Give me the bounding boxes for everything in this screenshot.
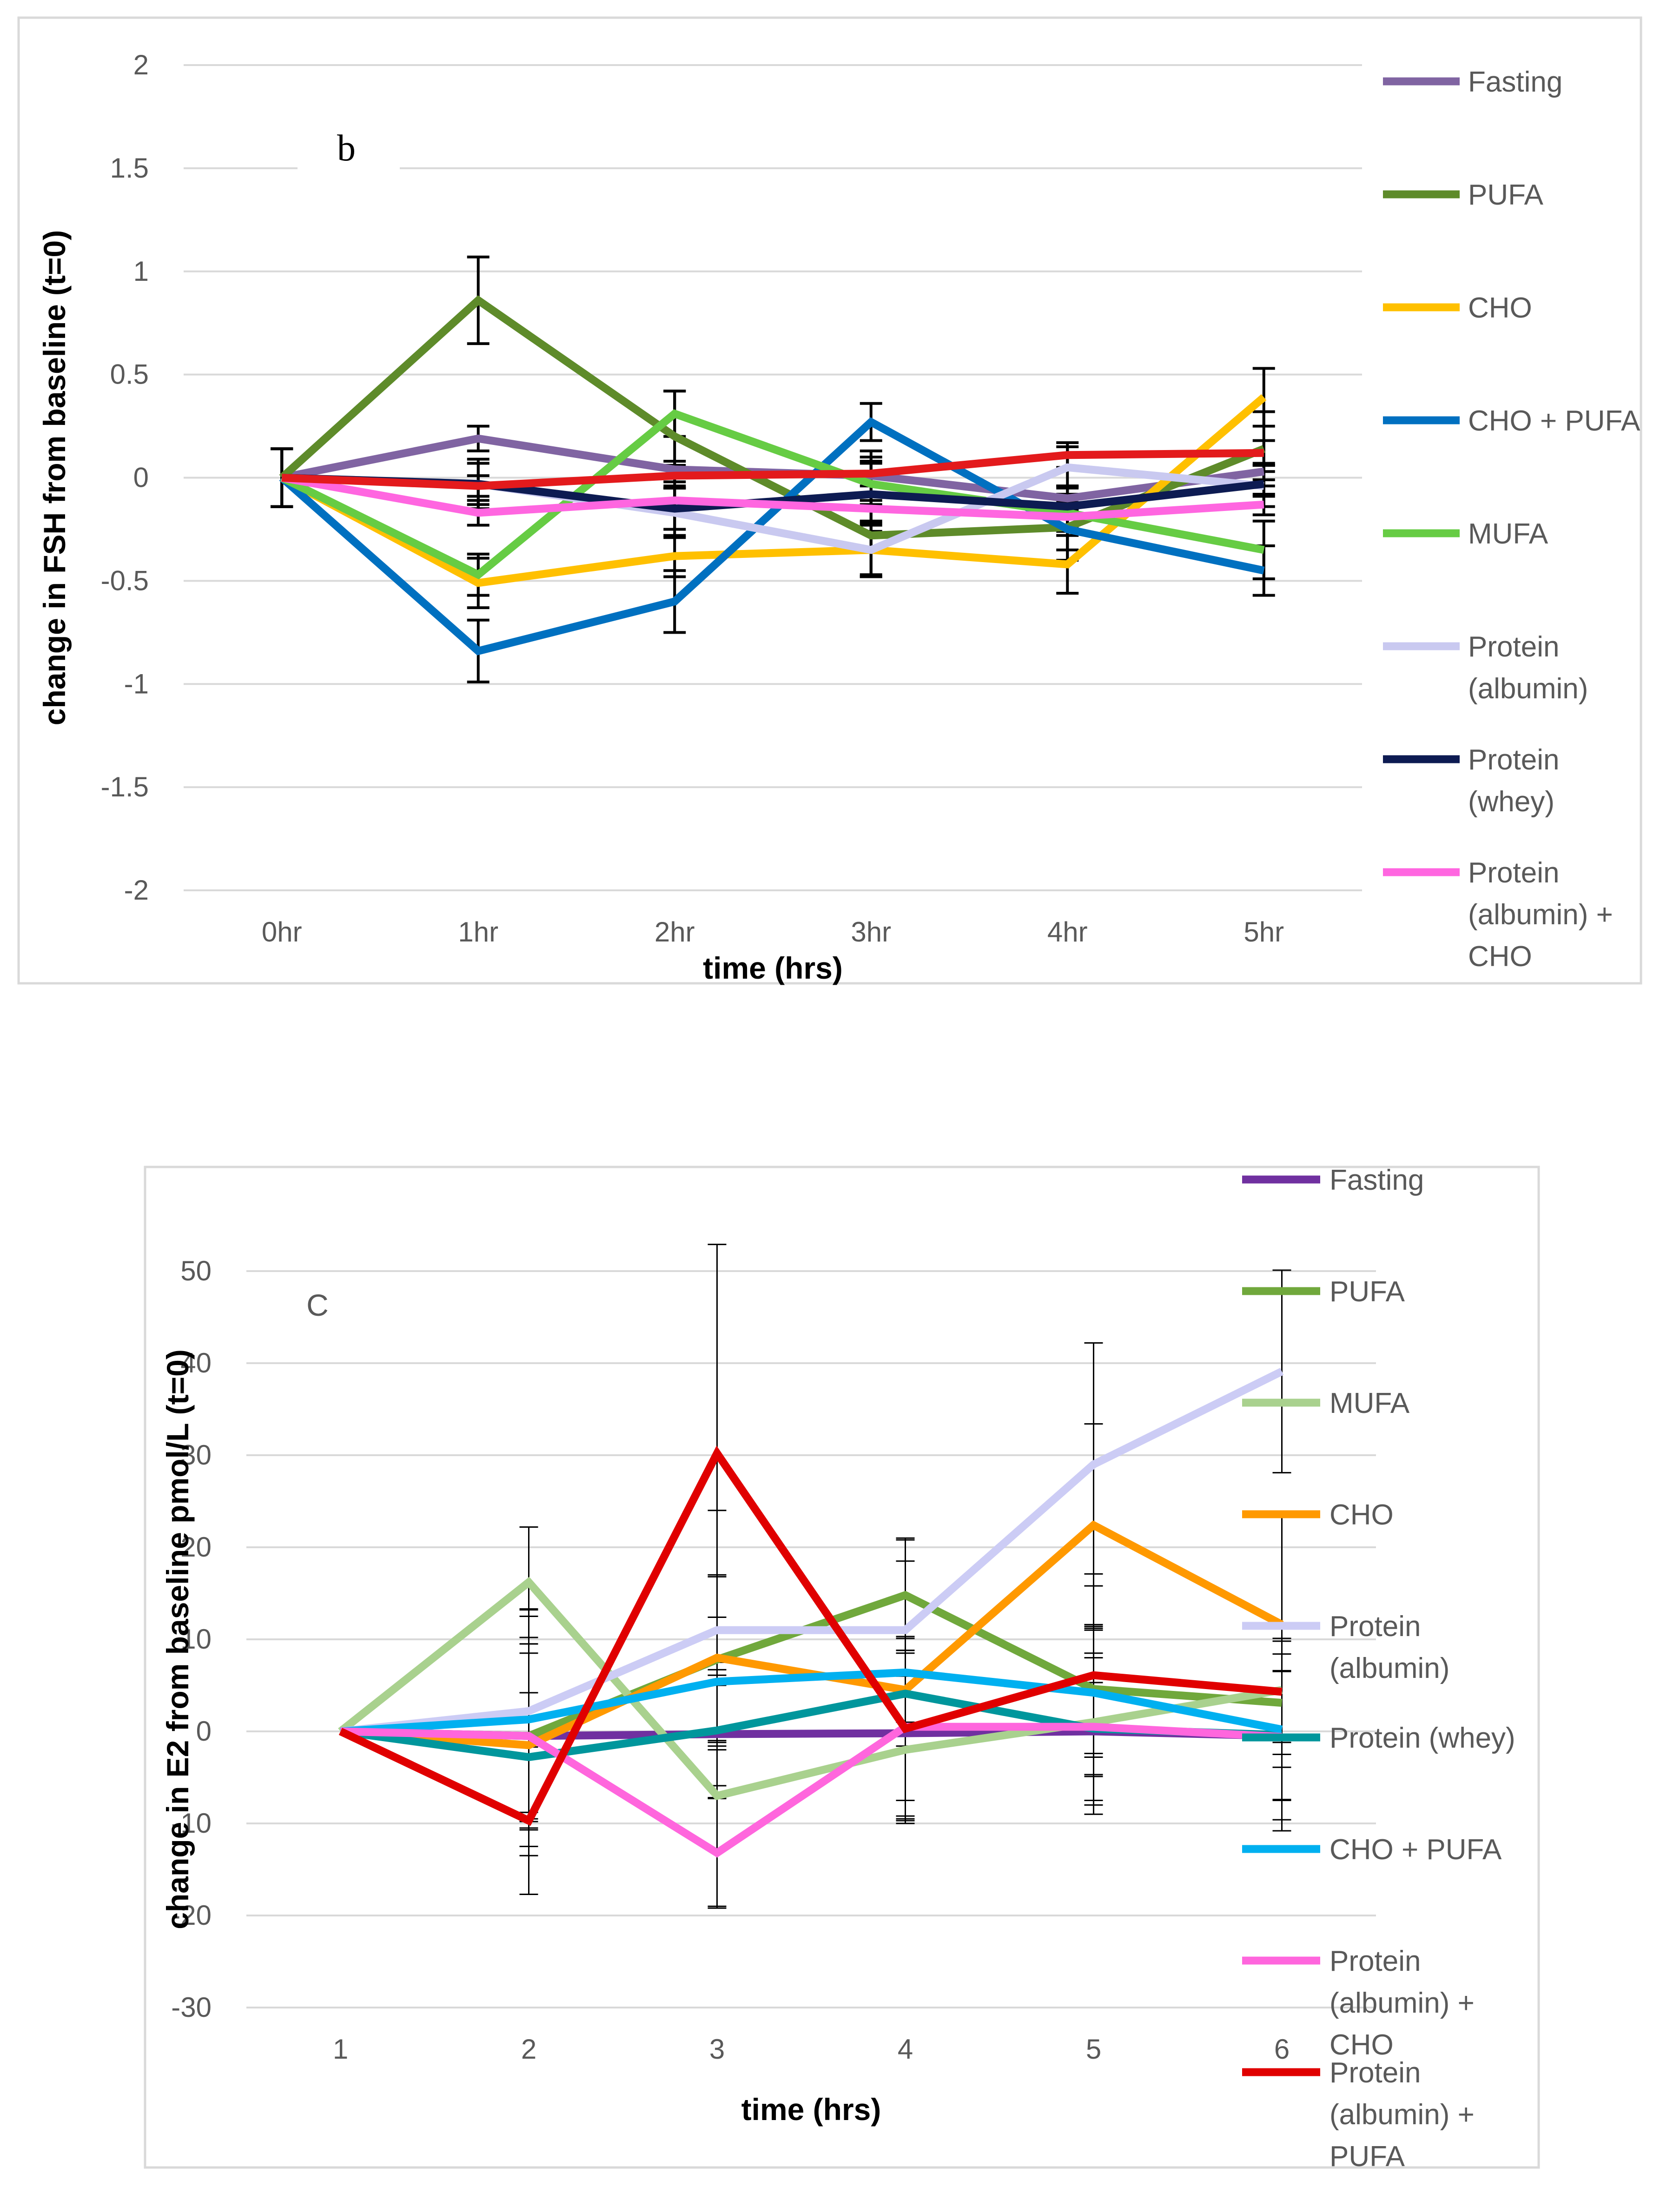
legend-label: (albumin) [1468,673,1588,705]
legend-label: CHO [1468,941,1532,973]
panel-letter: C [306,1288,329,1322]
series-line-protein-albumin-pufa [281,449,1264,490]
x-tick-label: 5 [1086,2034,1101,2065]
y-axis-title: change in FSH from baseline (t=0) [37,230,72,725]
legend-label: PUFA [1468,179,1544,211]
legend-label: CHO + PUFA [1468,405,1640,437]
y-tick-label: 40 [180,1347,212,1378]
legend-label: PUFA [1329,2141,1405,2173]
legend-label: Protein [1468,631,1559,663]
x-tick-label: 3 [709,2034,725,2065]
series-line-protein-albumin-cho [281,474,1264,521]
x-tick-label: 2 [521,2034,536,2065]
series-line-mufa [280,409,1265,580]
legend-label: (albumin) + [1329,2099,1475,2131]
legend-label: Protein [1468,857,1559,889]
x-tick-label: 1hr [458,916,498,948]
legend-label: (whey) [1468,786,1554,818]
legend-label: Protein [1329,2057,1421,2089]
legend-label: (albumin) + [1329,1987,1475,2019]
series-line-protein-albumin [340,1368,1284,1736]
series-line-protein-albumin-cho [340,1723,1282,1858]
x-tick-label: 2hr [655,916,695,948]
legend-label: PUFA [1329,1276,1405,1308]
y-axis-title: change in E2 from baseline pmol/L (t=0) [160,1349,195,1929]
x-tick-label: 1 [333,2034,348,2065]
chart-frame [144,1166,1540,2169]
x-tick-label: 4 [898,2034,913,2065]
fsh-chart-panel: -2 -1.5 -1 -0.5 0 0.5 1 1.5 2 0hr 1hr 2hr 3hr 4hr 5hr b… [17,16,1642,985]
y-tick-label: 0 [196,1716,212,1747]
y-tick-label: -20 [171,1900,212,1931]
x-tick-label: 4hr [1047,916,1088,948]
legend-label: Protein [1329,1945,1421,1977]
legend-label: Protein [1468,744,1559,776]
x-axis-title: time (hrs) [741,2092,881,2127]
x-tick-label: 5hr [1243,916,1284,948]
legend-label: CHO [1329,2029,1394,2061]
x-tick-label: 3hr [851,916,891,948]
legend-label: (albumin) + [1468,899,1613,931]
legend-label: Fasting [1329,1164,1424,1196]
y-tick-label: 10 [180,1624,212,1655]
series-line-cho-pufa [279,417,1265,656]
legend-label: Protein [1329,1610,1421,1643]
y-tick-label: 20 [180,1531,212,1563]
y-tick-label: -30 [171,1992,212,2023]
x-tick-label: 0hr [262,916,302,948]
y-tick-label: 0 [133,462,149,493]
legend-label: CHO [1468,292,1532,324]
series-line-mufa [338,1577,1283,1801]
y-tick-label: -2 [124,875,149,906]
series-line-cho-pufa [340,1668,1283,1736]
panel-letter: b [337,128,356,169]
x-axis-title: time (hrs) [703,951,843,985]
y-tick-label: -0.5 [101,565,149,596]
y-tick-label: 30 [180,1439,212,1471]
legend-label: CHO [1329,1499,1394,1531]
y-tick-label: 1 [133,256,149,287]
y-tick-label: -1 [124,668,149,699]
y-tick-label: 0.5 [110,359,149,390]
series-line-protein-albumin-pufa [338,1445,1283,1826]
legend-label: Fasting [1468,66,1562,98]
legend-label: Protein (whey) [1329,1722,1515,1754]
y-tick-label: 50 [180,1255,212,1286]
legend-label: CHO + PUFA [1329,1834,1502,1866]
x-tick-label: 6 [1274,2034,1290,2065]
legend-label: MUFA [1468,518,1548,550]
y-tick-label: 2 [133,49,149,80]
y-tick-label: 1.5 [110,152,149,184]
y-tick-label: -1.5 [101,771,149,802]
y-tick-label: -10 [171,1808,212,1839]
legend-label: (albumin) [1329,1652,1449,1684]
legend-label: MUFA [1329,1387,1410,1419]
panel-letter-background [298,135,400,179]
